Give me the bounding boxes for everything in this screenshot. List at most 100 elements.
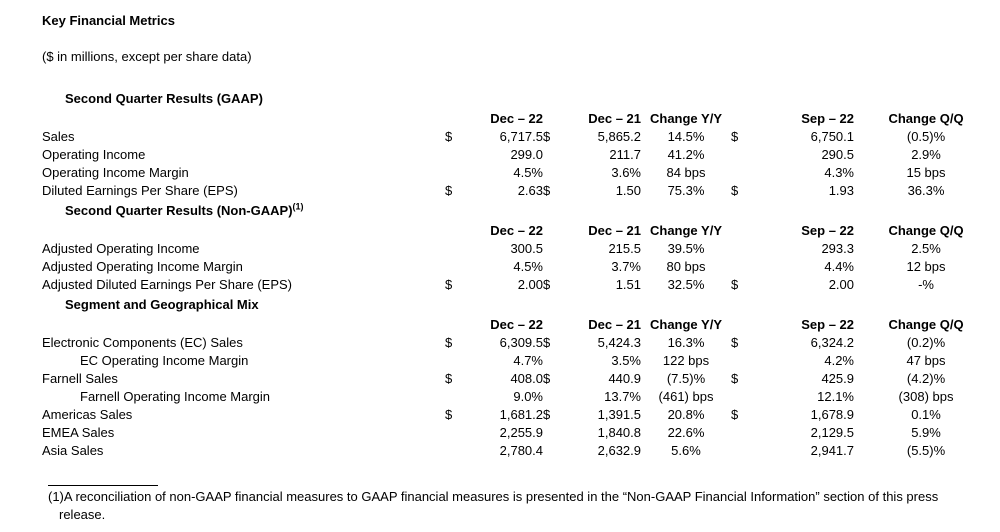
table-row: Americas Sales $1,681.2 $1,391.5 20.8% $1,67…	[42, 406, 998, 424]
dollar-sign	[731, 352, 788, 370]
table-row: EMEA Sales 2,255.9 1,840.8 22.6% 2,129.5 5.9%	[42, 424, 998, 442]
value-sep-22: 6,324.2	[810, 335, 854, 350]
value-dec-21: 3.6%	[611, 165, 641, 180]
value-dec-22: 4.7%	[513, 353, 543, 368]
table-row: Adjusted Diluted Earnings Per Share (EPS…	[42, 276, 998, 294]
dollar-sign	[543, 258, 568, 276]
column-header-change-yy: Change Y/Y	[649, 317, 722, 332]
value-change-qq: 2.5%	[911, 241, 941, 256]
value-change-yy: 5.6%	[671, 443, 701, 458]
dollar-sign	[731, 424, 788, 442]
value-dec-21: 3.7%	[611, 259, 641, 274]
value-sep-22: 2.00	[828, 277, 854, 292]
footnote-text: A reconciliation of non-GAAP financial m…	[59, 489, 939, 522]
value-dec-21: 215.5	[608, 241, 641, 256]
value-dec-21: 3.5%	[611, 353, 641, 368]
value-dec-22: 4.5%	[513, 165, 543, 180]
column-header-sep-22: Sep – 22	[801, 317, 854, 332]
dollar-sign: $	[445, 183, 453, 198]
dollar-sign	[543, 146, 568, 164]
dollar-sign: $	[445, 277, 453, 292]
dollar-sign: $	[543, 335, 551, 350]
dollar-sign	[731, 164, 788, 182]
dollar-sign: $	[543, 183, 551, 198]
row-label: Sales	[42, 129, 75, 144]
value-change-qq: -%	[918, 277, 934, 292]
column-header-dec-21: Dec – 21	[588, 111, 641, 126]
column-header-row-2: Dec – 22 Dec – 21 Change Y/Y Sep – 22 Change…	[42, 314, 998, 334]
dollar-sign	[543, 240, 568, 258]
row-label: Diluted Earnings Per Share (EPS)	[42, 183, 238, 198]
value-dec-22: 2,780.4	[499, 443, 543, 458]
dollar-sign	[445, 258, 470, 276]
row-label: Electronic Components (EC) Sales	[42, 335, 243, 350]
dollar-sign: $	[731, 277, 739, 292]
page-title: Key Financial Metrics	[42, 13, 175, 28]
dollar-sign: $	[543, 277, 551, 292]
row-label: Adjusted Operating Income Margin	[42, 259, 243, 274]
table-row: Operating Income Margin 4.5% 3.6% 84 bps 4.3…	[42, 164, 998, 182]
column-header-spacer	[543, 314, 568, 334]
table-row: Electronic Components (EC) Sales $6,309.5…	[42, 334, 998, 352]
value-change-yy: 14.5%	[667, 129, 705, 144]
dollar-sign: $	[445, 335, 453, 350]
section-heading: Segment and Geographical Mix	[65, 297, 259, 312]
column-header-spacer	[42, 220, 445, 240]
table-row: Sales $6,717.5 $5,865.2 14.5% $6,750.1 (0.5)%	[42, 128, 998, 146]
value-dec-21: 1.50	[615, 183, 641, 198]
column-header-change-qq: Change Q/Q	[888, 317, 964, 332]
dollar-sign	[445, 240, 470, 258]
value-change-yy: 122 bps	[662, 353, 710, 368]
column-header-change-qq: Change Q/Q	[888, 223, 964, 238]
column-header-change-yy: Change Y/Y	[649, 223, 722, 238]
table-row: Diluted Earnings Per Share (EPS) $2.63 $1.…	[42, 182, 998, 200]
value-dec-21: 440.9	[608, 371, 641, 386]
column-header-dec-21: Dec – 21	[588, 317, 641, 332]
dollar-sign	[731, 442, 788, 460]
column-header-spacer	[42, 314, 445, 334]
value-dec-22: 299.0	[510, 147, 543, 162]
column-header-row-1: Dec – 22 Dec – 21 Change Y/Y Sep – 22 Change…	[42, 220, 998, 240]
value-dec-21: 211.7	[609, 147, 641, 162]
value-dec-22: 2.00	[517, 277, 543, 292]
section-heading-row-1: Second Quarter Results (Non-GAAP)(1)	[42, 200, 998, 220]
value-change-yy: 20.8%	[667, 407, 705, 422]
dollar-sign	[543, 388, 568, 406]
value-sep-22: 4.2%	[824, 353, 854, 368]
dollar-sign	[445, 164, 470, 182]
row-label: Farnell Operating Income Margin	[80, 389, 271, 404]
value-sep-22: 425.9	[821, 371, 854, 386]
value-sep-22: 4.3%	[824, 165, 854, 180]
section-heading-row-2: Segment and Geographical Mix	[42, 294, 998, 314]
column-header-spacer	[543, 108, 568, 128]
column-header-change-yy: Change Y/Y	[649, 111, 722, 126]
section-heading-row-0: Second Quarter Results (GAAP)	[42, 88, 998, 108]
value-sep-22: 293.3	[821, 241, 854, 256]
dollar-sign: $	[445, 371, 453, 386]
dollar-sign: $	[731, 183, 739, 198]
value-dec-22: 2,255.9	[499, 425, 543, 440]
dollar-sign: $	[543, 407, 551, 422]
value-change-yy: 84 bps	[666, 165, 706, 180]
dollar-sign	[543, 164, 568, 182]
value-change-qq: 47 bps	[906, 353, 946, 368]
dollar-sign	[543, 352, 568, 370]
value-change-qq: (0.2)%	[906, 335, 946, 350]
value-sep-22: 290.5	[821, 147, 854, 162]
value-change-yy: 22.6%	[667, 425, 705, 440]
column-header-spacer	[445, 314, 470, 334]
dollar-sign: $	[731, 129, 739, 144]
dollar-sign	[445, 442, 470, 460]
row-label: Adjusted Diluted Earnings Per Share (EPS…	[42, 277, 293, 292]
value-sep-22: 4.4%	[824, 259, 854, 274]
value-change-qq: 12 bps	[906, 259, 946, 274]
column-header-dec-22: Dec – 22	[490, 223, 543, 238]
column-header-change-qq: Change Q/Q	[888, 111, 964, 126]
row-label: EMEA Sales	[42, 425, 115, 440]
units-note: ($ in millions, except per share data)	[42, 49, 252, 64]
value-sep-22: 12.1%	[817, 389, 854, 404]
value-dec-22: 9.0%	[513, 389, 543, 404]
value-change-yy: 32.5%	[667, 277, 705, 292]
table-row: Adjusted Operating Income 300.5 215.5 39.5%…	[42, 240, 998, 258]
